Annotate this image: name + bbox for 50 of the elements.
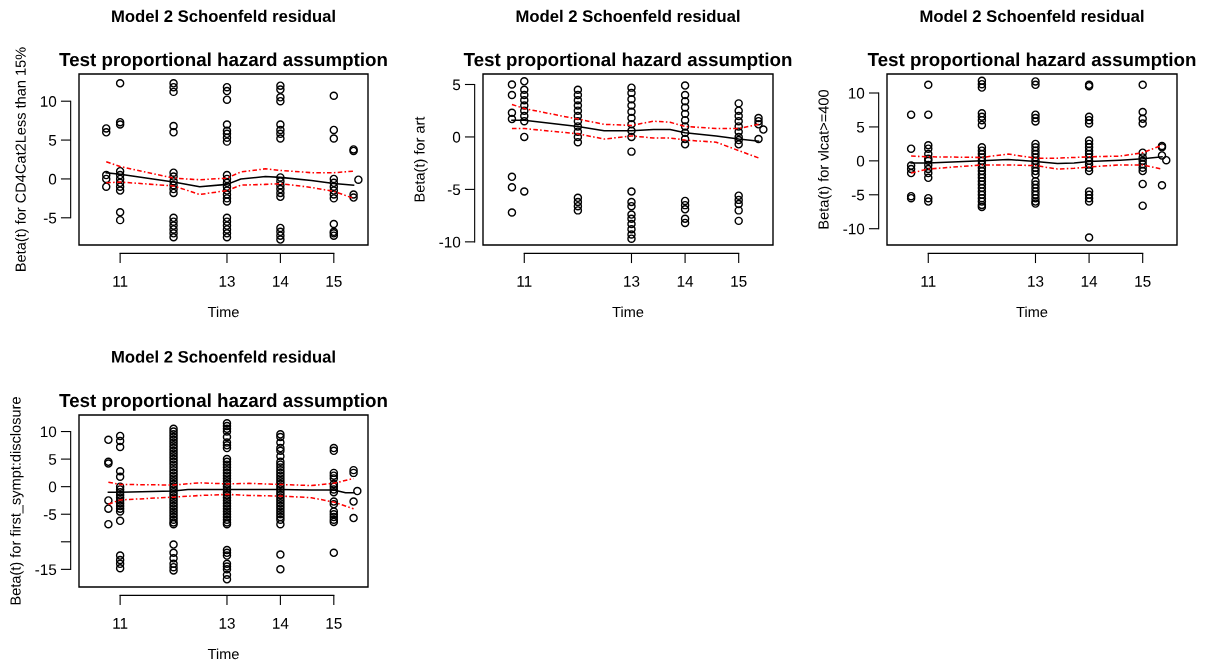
x-tick-label: 14	[273, 618, 289, 629]
chart-subtitle: Test proportional hazard assumption	[463, 52, 792, 70]
x-tick-label: 13	[1028, 275, 1044, 287]
chart-subtitle: Test proportional hazard assumption	[59, 393, 387, 411]
x-tick-label: 11	[517, 276, 532, 287]
x-tick-label: 13	[219, 275, 235, 287]
y-tick-label: 5	[48, 135, 57, 146]
chart-subtitle: Test proportional hazard assumption	[867, 52, 1196, 70]
x-tick-label: 11	[113, 276, 128, 287]
y-tick-label: -10	[439, 236, 461, 248]
y-tick-label: 5	[452, 79, 461, 91]
chart-title: Model 2 Schoenfeld residual	[112, 350, 335, 363]
chart-subtitle: Test proportional hazard assumption	[59, 52, 387, 70]
y-tick-label: 10	[40, 426, 57, 438]
y-tick-label: 10	[40, 96, 57, 107]
x-tick-label: 14	[273, 276, 289, 287]
y-axis-title: Beta(t) for CD4Cat2Less than 15%	[15, 47, 29, 271]
y-axis-title: Beta(t) for vlcat>=400	[817, 89, 832, 229]
y-tick-label: 10	[848, 87, 865, 99]
x-tick-label: 15	[326, 276, 342, 287]
chart-title: Model 2 Schoenfeld residual	[112, 9, 335, 23]
y-tick-label: 0	[452, 131, 461, 143]
x-axis-title: Time	[612, 306, 644, 318]
y-tick-label: -15	[35, 564, 57, 576]
x-tick-label: 15	[731, 276, 747, 287]
x-tick-label: 11	[113, 618, 128, 629]
y-axis-title: Beta(t) for art	[413, 116, 428, 202]
x-tick-label: 15	[1135, 276, 1151, 287]
y-tick-label: 0	[48, 481, 57, 493]
chart-title: Model 2 Schoenfeld residual	[920, 9, 1144, 23]
x-tick-label: 14	[677, 276, 694, 287]
y-tick-label: -10	[843, 223, 865, 235]
y-tick-label: 5	[48, 454, 57, 465]
x-tick-label: 13	[624, 275, 640, 287]
y-tick-label: -5	[447, 184, 461, 196]
x-tick-label: 14	[1081, 276, 1098, 287]
y-tick-label: -5	[43, 212, 57, 224]
x-axis-title: Time	[207, 306, 239, 318]
y-axis-title: Beta(t) for first_sympt:disclosure	[9, 397, 24, 605]
y-tick-label: -5	[43, 509, 57, 520]
x-tick-label: 15	[326, 618, 342, 629]
x-axis-title: Time	[1016, 306, 1048, 318]
y-tick-label: 0	[856, 155, 865, 167]
x-tick-label: 11	[921, 276, 936, 287]
chart-title: Model 2 Schoenfeld residual	[516, 9, 740, 23]
y-tick-label: -5	[851, 189, 865, 201]
y-tick-label: 0	[48, 173, 57, 185]
y-tick-label: 5	[856, 121, 865, 133]
x-axis-title: Time	[207, 648, 239, 660]
x-tick-label: 13	[219, 617, 235, 629]
